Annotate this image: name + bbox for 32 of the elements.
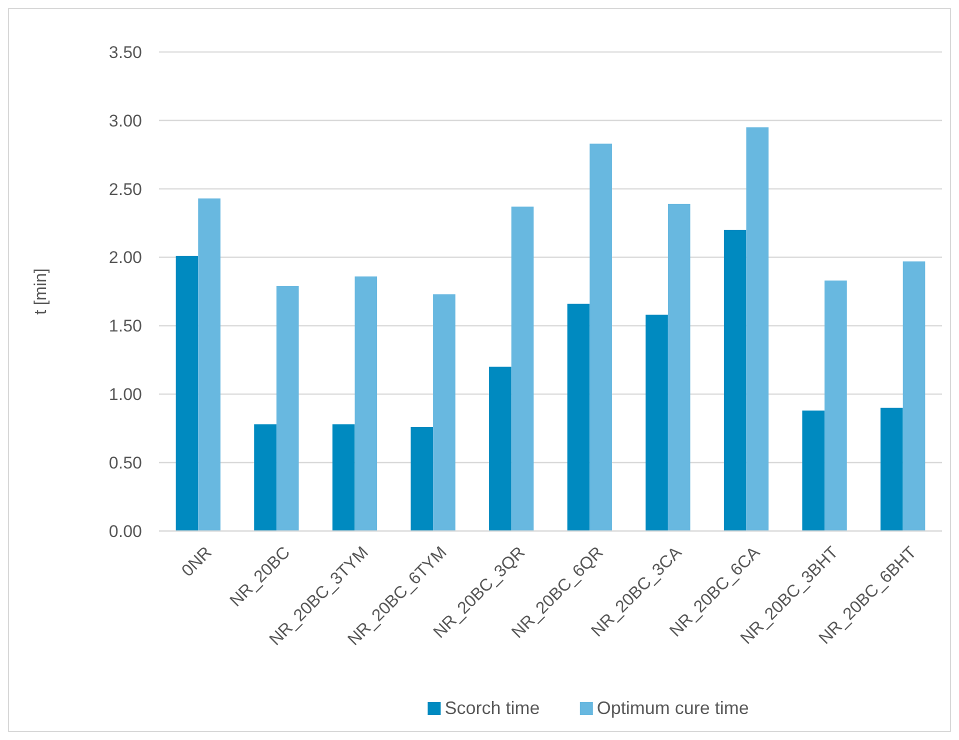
bar [332, 424, 355, 531]
bar [354, 276, 378, 531]
bar [511, 206, 534, 531]
bar [802, 410, 825, 531]
y-tick-label: 1.00 [108, 385, 142, 404]
bar [590, 144, 612, 531]
y-tick-label: 3.50 [108, 42, 142, 62]
bar [880, 408, 903, 531]
bar [746, 127, 769, 531]
y-axis-title: t [min] [31, 268, 50, 315]
y-tick-label: 0.00 [108, 522, 142, 541]
y-tick-label: 3.00 [108, 111, 142, 130]
bar [254, 424, 276, 531]
bar [724, 230, 746, 531]
bar [567, 304, 590, 531]
bar [902, 261, 926, 531]
bar [824, 280, 847, 531]
y-tick-label: 2.00 [108, 248, 142, 268]
y-tick-label: 1.50 [108, 316, 142, 336]
legend-label: Scorch time [444, 698, 540, 718]
bar [646, 314, 668, 531]
bar [198, 198, 220, 531]
bar [489, 366, 512, 531]
y-tick-label: 2.50 [108, 180, 142, 199]
bar [276, 286, 299, 531]
x-tick-label: 0NR [178, 542, 216, 580]
legend-label: Optimum cure time [596, 698, 749, 718]
bar [410, 426, 434, 531]
bar [176, 256, 198, 531]
bar [433, 294, 456, 531]
bar [668, 204, 690, 531]
y-tick-label: 0.50 [108, 454, 142, 473]
